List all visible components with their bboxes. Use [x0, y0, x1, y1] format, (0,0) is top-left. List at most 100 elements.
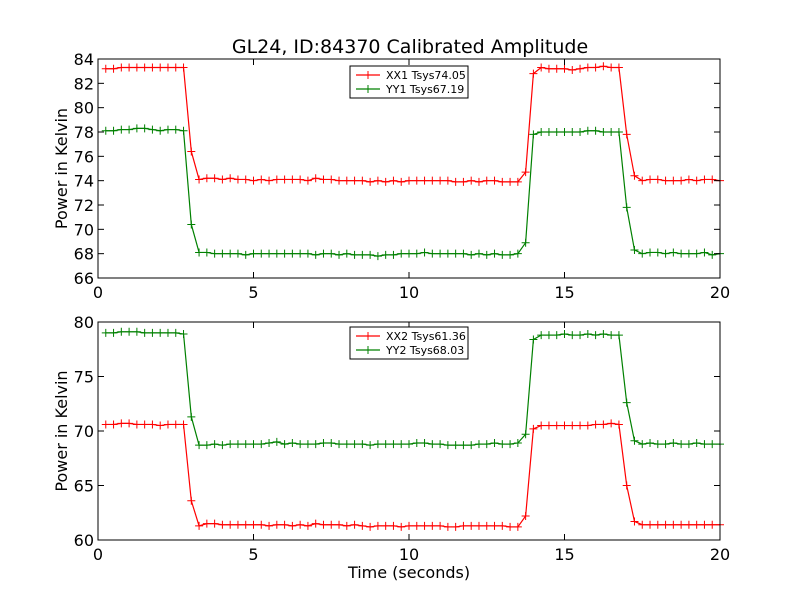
data-point-marker: [607, 63, 616, 72]
data-point-marker: [249, 440, 258, 449]
data-point-marker: [303, 249, 312, 258]
data-point-marker: [420, 248, 429, 257]
data-point-marker: [125, 63, 134, 72]
data-point-marker: [568, 331, 577, 340]
data-point-marker: [366, 250, 375, 259]
x-tick-label: 5: [248, 283, 258, 302]
data-point-marker: [420, 176, 429, 185]
data-point-marker: [202, 519, 211, 528]
data-point-marker: [405, 440, 413, 449]
data-point-marker: [389, 521, 398, 530]
legend-marker: [364, 85, 372, 93]
data-point-marker: [319, 175, 328, 184]
data-point-marker: [303, 521, 312, 530]
data-point-marker: [140, 63, 149, 72]
legend-entry-label: YY1 Tsys67.19: [385, 83, 464, 96]
data-point-marker: [614, 63, 623, 72]
data-point-marker: [576, 64, 585, 73]
data-point-marker: [591, 126, 600, 135]
x-tick-label: 0: [93, 545, 103, 564]
x-tick-label: 10: [399, 545, 419, 564]
data-point-marker: [218, 249, 227, 258]
data-point-marker: [109, 64, 118, 73]
data-point-marker: [544, 64, 553, 73]
data-point-marker: [692, 176, 701, 185]
data-point-marker: [552, 331, 561, 340]
data-point-marker: [389, 176, 398, 185]
legend-marker: [364, 71, 372, 79]
data-point-marker: [405, 176, 413, 185]
data-point-marker: [366, 441, 375, 450]
data-point-marker: [622, 481, 631, 490]
data-point-marker: [513, 438, 522, 447]
data-point-marker: [327, 520, 336, 529]
data-point-marker: [265, 438, 274, 447]
data-point-marker: [163, 328, 172, 337]
data-point-marker: [451, 177, 460, 186]
data-point-marker: [412, 438, 421, 447]
data-point-marker: [288, 249, 297, 258]
data-point-marker: [373, 440, 382, 449]
x-axis-label: Time (seconds): [347, 563, 470, 582]
data-point-marker: [272, 249, 281, 258]
data-point-marker: [311, 519, 320, 528]
y-tick-label: 80: [74, 313, 94, 332]
y-tick-label: 68: [74, 245, 94, 264]
data-point-marker: [319, 249, 328, 258]
data-point-marker: [537, 63, 546, 72]
data-point-marker: [265, 249, 274, 258]
data-point-marker: [583, 329, 592, 338]
data-point-marker: [241, 250, 250, 259]
data-point-marker: [358, 521, 367, 530]
data-point-marker: [614, 331, 623, 340]
data-point-marker: [599, 128, 608, 136]
data-point-marker: [117, 419, 126, 428]
data-point-marker: [692, 438, 701, 447]
data-point-marker: [490, 249, 499, 258]
data-point-marker: [568, 421, 577, 430]
data-point-marker: [195, 521, 204, 530]
data-point-marker: [265, 521, 274, 530]
data-point-marker: [171, 420, 180, 429]
legend-marker: [364, 346, 372, 354]
data-point-marker: [420, 438, 429, 447]
data-point-marker: [568, 128, 577, 136]
data-point-marker: [226, 174, 235, 183]
data-point-marker: [529, 335, 538, 344]
data-point-marker: [280, 440, 289, 449]
data-point-marker: [521, 430, 530, 439]
data-point-marker: [373, 176, 382, 185]
data-point-marker: [327, 175, 336, 184]
figure-title: GL24, ID:84370 Calibrated Amplitude: [232, 36, 588, 58]
data-point-marker: [241, 440, 250, 449]
data-point-marker: [614, 128, 623, 136]
data-point-marker: [296, 520, 305, 529]
data-point-marker: [498, 521, 507, 530]
data-point-marker: [428, 176, 437, 185]
data-point-marker: [156, 63, 165, 72]
data-point-marker: [599, 62, 608, 71]
data-point-marker: [638, 520, 647, 529]
data-point-marker: [646, 175, 655, 184]
data-point-marker: [342, 176, 351, 185]
data-point-marker: [218, 441, 227, 450]
data-point-marker: [646, 520, 655, 529]
data-point-marker: [311, 174, 320, 183]
data-point-marker: [607, 128, 616, 136]
data-point-marker: [163, 125, 172, 134]
data-point-marker: [482, 521, 491, 530]
data-point-marker: [412, 249, 421, 258]
x-tick-label: 20: [710, 283, 730, 302]
data-point-marker: [381, 440, 390, 449]
data-point-marker: [101, 328, 110, 337]
data-point-marker: [467, 441, 476, 450]
data-point-marker: [257, 440, 266, 449]
data-point-marker: [226, 249, 235, 258]
data-point-marker: [210, 249, 219, 258]
data-point-marker: [443, 441, 452, 450]
data-point-marker: [513, 522, 522, 531]
data-point-marker: [630, 436, 639, 445]
data-point-marker: [607, 419, 616, 428]
data-point-marker: [195, 175, 204, 184]
